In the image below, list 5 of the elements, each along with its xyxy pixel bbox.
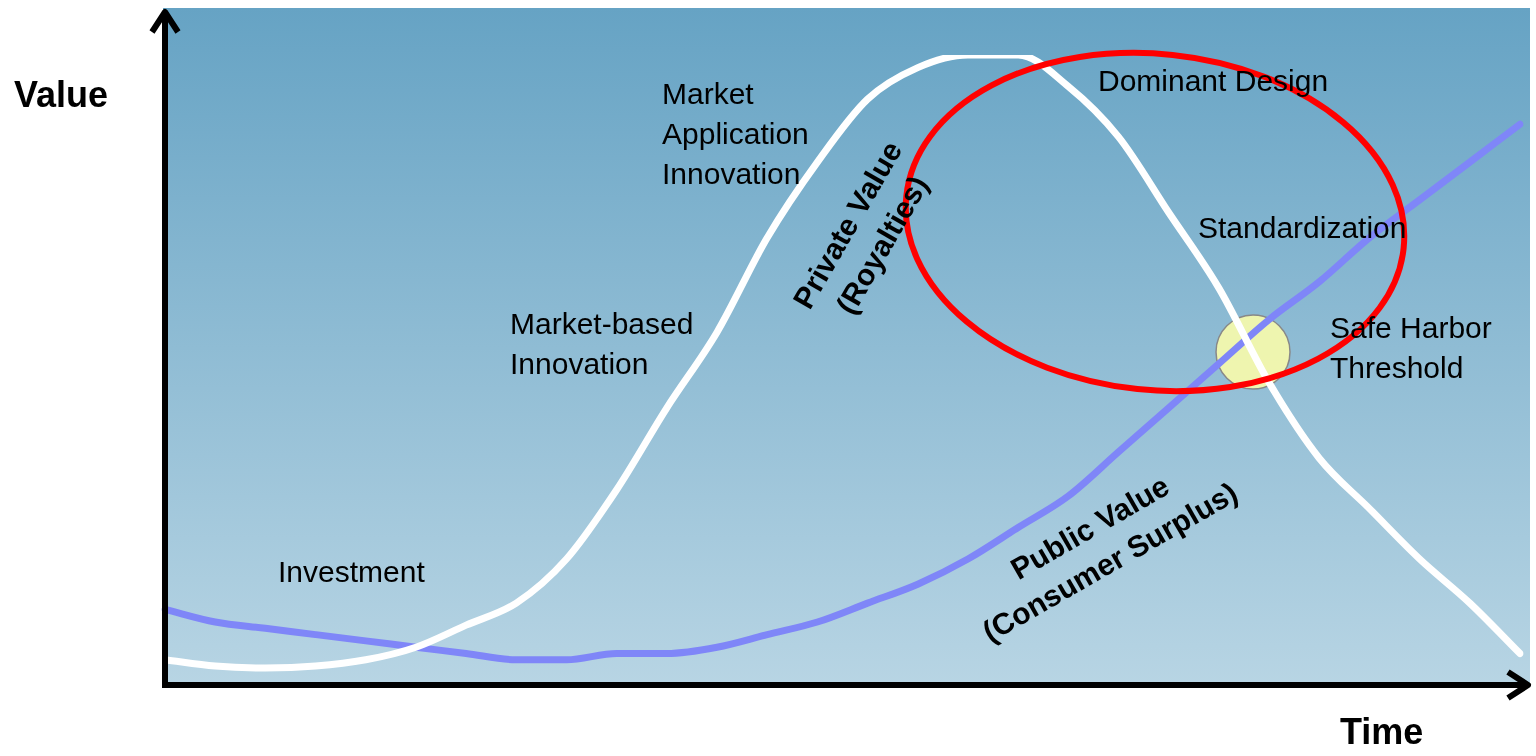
x-axis-title: Time [1340,711,1424,752]
annotation: Investment [278,554,426,590]
annotation: Market-based Innovation [510,306,695,382]
annotation: Market Application Innovation [662,77,809,190]
y-axis-title: Value [14,74,109,115]
